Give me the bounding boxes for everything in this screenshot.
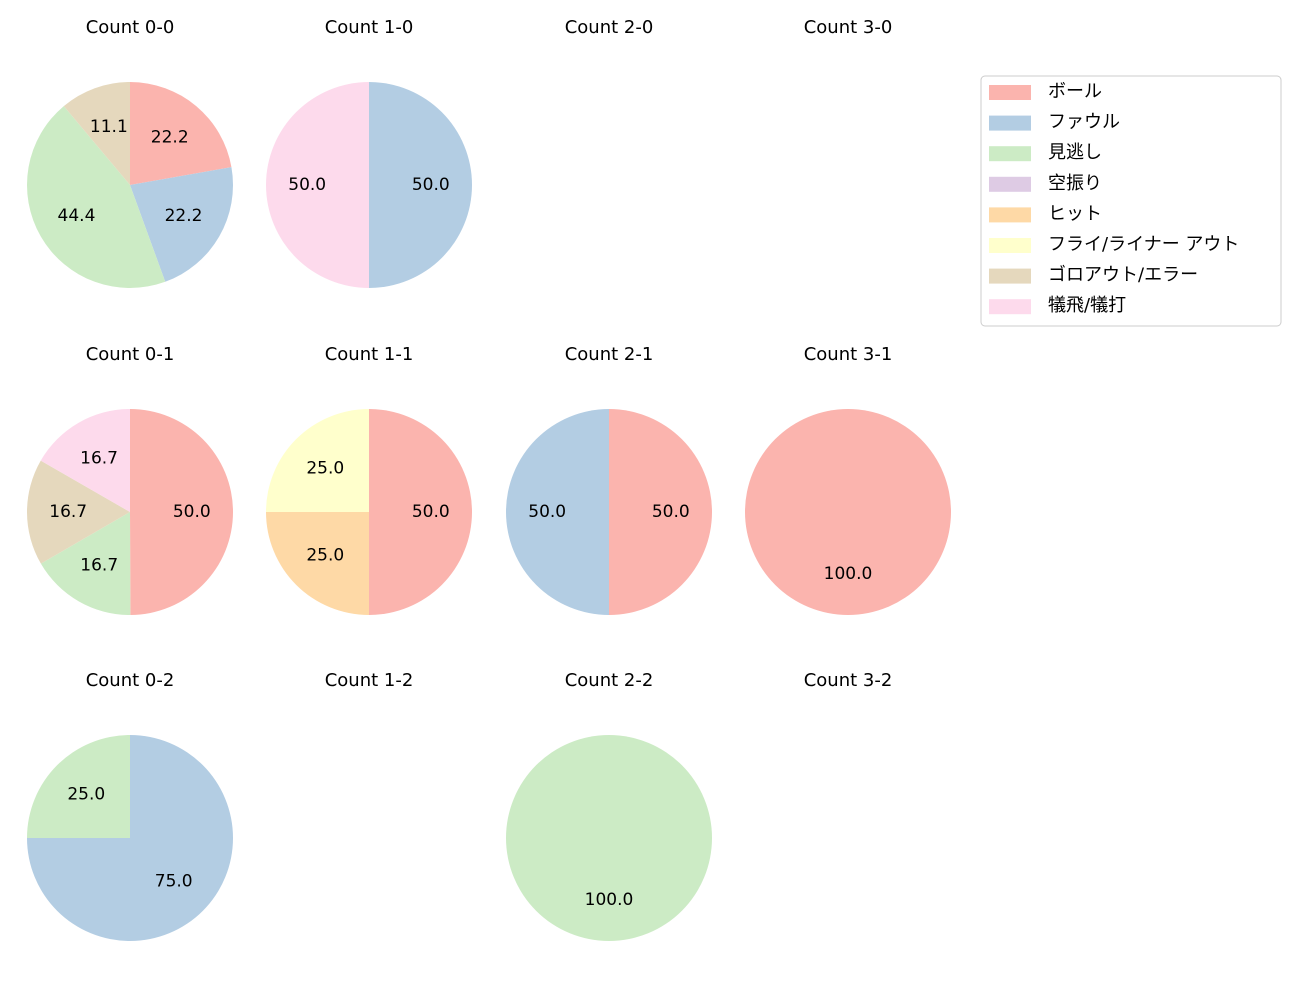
- pie-slice: [63, 82, 130, 185]
- legend-swatch: [989, 85, 1031, 100]
- pie-slice: [130, 82, 232, 185]
- pie-slice: [506, 735, 712, 941]
- legend-label: ボール: [1048, 81, 1102, 102]
- slice-label: 11.1: [90, 117, 128, 137]
- slice-label: 22.2: [151, 128, 189, 148]
- pie-title: Count 1-2: [325, 670, 414, 691]
- legend-swatch: [989, 268, 1031, 284]
- pie-slice: [26, 106, 166, 289]
- slice-label: 50.0: [412, 502, 450, 522]
- pie-title: Count 2-0: [565, 17, 654, 38]
- pie-slice: [369, 82, 472, 288]
- pie-slice: [27, 735, 130, 838]
- pie-slice: [506, 409, 609, 615]
- slice-label: 25.0: [306, 546, 344, 566]
- slice-label: 50.0: [652, 502, 690, 522]
- slice-label: 50.0: [288, 175, 326, 195]
- slice-label: 50.0: [173, 502, 211, 522]
- legend-label: ゴロアウト/エラー: [1048, 265, 1198, 286]
- legend-swatch: [989, 176, 1031, 192]
- pie-title: Count 3-2: [804, 670, 893, 691]
- legend-label: 見逃し: [1048, 142, 1102, 163]
- slice-label: 100.0: [824, 564, 873, 584]
- slice-label: 16.7: [49, 502, 87, 522]
- pie-slice: [130, 409, 234, 615]
- slice-label: 16.7: [80, 556, 118, 576]
- pie-slice: [40, 409, 130, 512]
- slice-label: 50.0: [412, 175, 450, 195]
- legend-label: 犠飛/犠打: [1048, 295, 1126, 316]
- pie-slice: [266, 512, 369, 615]
- slice-label: 16.7: [80, 448, 118, 468]
- legend-swatch: [989, 115, 1031, 131]
- pie-slice: [266, 82, 369, 288]
- slice-label: 25.0: [306, 458, 344, 478]
- pie-slice: [26, 460, 130, 564]
- pie-title: Count 1-1: [325, 344, 414, 365]
- slice-label: 22.2: [165, 206, 203, 226]
- legend-label: ヒット: [1048, 203, 1102, 224]
- pie-slice: [266, 409, 369, 512]
- pie-title: Count 3-0: [804, 17, 893, 38]
- legend-swatch: [989, 238, 1031, 253]
- pie-slice: [745, 409, 951, 615]
- pie-slice: [130, 167, 233, 282]
- pie-slice: [609, 409, 712, 615]
- pie-title: Count 2-2: [565, 670, 654, 691]
- pie-title: Count 0-1: [86, 344, 175, 365]
- slice-label: 44.4: [58, 206, 96, 226]
- slice-label: 25.0: [67, 784, 105, 804]
- legend-label: ファウル: [1048, 112, 1120, 133]
- legend-swatch: [989, 207, 1031, 223]
- pie-slice: [369, 409, 472, 615]
- pie-slice: [40, 512, 131, 615]
- legend-label: フライ/ライナー アウト: [1048, 234, 1239, 255]
- slice-label: 50.0: [528, 502, 566, 522]
- pie-title: Count 2-1: [565, 344, 654, 365]
- legend-label: 空振り: [1048, 173, 1102, 194]
- pie-title: Count 3-1: [804, 344, 893, 365]
- legend-swatch: [989, 146, 1031, 162]
- pie-title: Count 0-0: [86, 17, 175, 38]
- slice-label: 100.0: [585, 890, 634, 910]
- pie-title: Count 0-2: [86, 670, 175, 691]
- legend-swatch: [989, 299, 1031, 315]
- pie-title: Count 1-0: [325, 17, 414, 38]
- legend-box: [980, 75, 1282, 327]
- slice-label: 75.0: [155, 872, 193, 892]
